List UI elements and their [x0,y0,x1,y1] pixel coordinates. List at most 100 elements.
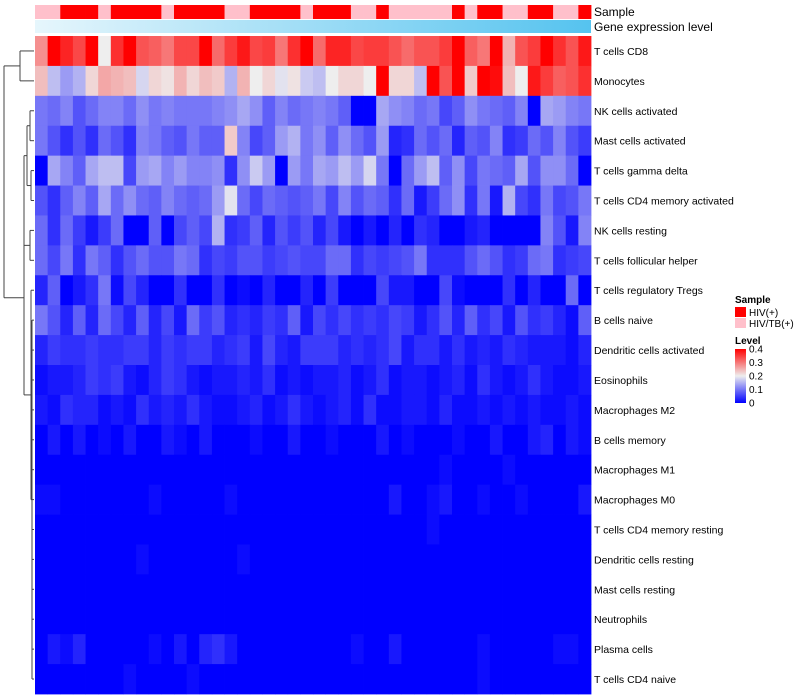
heatmap-cell [350,484,364,515]
heatmap-cell [502,215,516,246]
heatmap-cell [565,335,579,366]
sample-annotation-cell [287,5,301,19]
heatmap-cell [199,574,213,605]
heatmap-cell [388,125,402,157]
sample-annotation-cell [401,5,415,19]
heatmap-cell [502,65,516,97]
heatmap-cell [439,215,453,246]
gene-expression-bar [35,20,591,33]
heatmap-cell [98,394,112,426]
heatmap-cell [477,365,491,396]
heatmap-cell [123,454,137,486]
heatmap-cell [313,155,327,186]
heatmap-cell [72,484,86,515]
row-label: Macrophages M2 [594,405,675,417]
heatmap-cell [414,275,428,306]
heatmap-cell [123,424,137,456]
heatmap-cell [578,514,592,545]
heatmap-cell [136,664,150,695]
heatmap-cell [502,454,516,486]
heatmap-cell [313,424,327,456]
heatmap-cell [174,394,188,426]
heatmap-cell [60,95,74,127]
heatmap-cell [313,36,327,67]
heatmap-cell [426,664,440,695]
heatmap-cell [452,664,466,695]
heatmap-cell [237,544,251,575]
heatmap-cell [489,95,503,127]
heatmap-cell [300,424,314,456]
heatmap-cell [464,155,478,186]
heatmap-cell [502,275,516,306]
heatmap-cell [452,275,466,306]
heatmap-cell [275,305,289,336]
heatmap-cell [540,245,554,276]
heatmap-cell [313,664,327,695]
heatmap-cell [47,514,61,545]
heatmap-cell [237,424,251,456]
heatmap-cell [540,574,554,605]
heatmap-cell [60,65,74,97]
heatmap-cell [401,65,415,97]
heatmap-cell [452,484,466,515]
heatmap-cell [313,394,327,426]
heatmap-cell [376,574,390,605]
sample-annotation-cell [338,5,352,19]
heatmap-cell [161,634,175,665]
heatmap-cell [527,155,541,186]
sample-annotation-cell [123,5,137,19]
heatmap-cell [325,335,339,366]
heatmap-cell [515,574,529,605]
heatmap-cell [85,424,99,456]
heatmap-cell [363,634,377,665]
heatmap-cell [211,335,225,366]
legend-sample-label: HIV/TB(+) [749,319,794,330]
heatmap-cell [148,544,162,575]
heatmap-cell [199,454,213,486]
heatmap-cell [313,365,327,396]
heatmap-cell [262,185,276,216]
heatmap-cell [489,215,503,246]
heatmap-cell [350,514,364,545]
heatmap-cell [325,95,339,127]
heatmap-cell [363,305,377,336]
heatmap-cell [35,335,49,366]
heatmap-cell [174,544,188,575]
heatmap-cell [249,484,263,515]
heatmap-cell [35,544,49,575]
heatmap-cell [237,95,251,127]
heatmap-cell [224,424,238,456]
heatmap-cell [211,155,225,186]
heatmap-cell [515,454,529,486]
heatmap-cell [313,185,327,216]
heatmap-cell [186,365,200,396]
heatmap-cell [72,604,86,635]
heatmap-cell [540,484,554,515]
heatmap-cell [110,95,124,127]
heatmap-cell [515,95,529,127]
heatmap-cell [565,36,579,67]
heatmap-cell [527,365,541,396]
heatmap-cell [363,544,377,575]
heatmap-cell [72,245,86,276]
heatmap-cell [287,604,301,635]
sample-annotation-cell [439,5,453,19]
heatmap-cell [186,215,200,246]
heatmap-cell [300,394,314,426]
heatmap-cell [452,215,466,246]
heatmap-cell [161,544,175,575]
heatmap-cell [35,634,49,665]
sample-annotation-cell [211,5,225,19]
heatmap-cell [313,95,327,127]
heatmap-cell [565,185,579,216]
heatmap-cell [426,365,440,396]
heatmap-cell [211,514,225,545]
heatmap-cell [464,634,478,665]
heatmap-cell [300,125,314,157]
heatmap-cell [464,664,478,695]
heatmap-cell [426,604,440,635]
heatmap-cell [199,275,213,306]
heatmap-cell [565,95,579,127]
heatmap-cell [565,454,579,486]
heatmap-cell [578,574,592,605]
